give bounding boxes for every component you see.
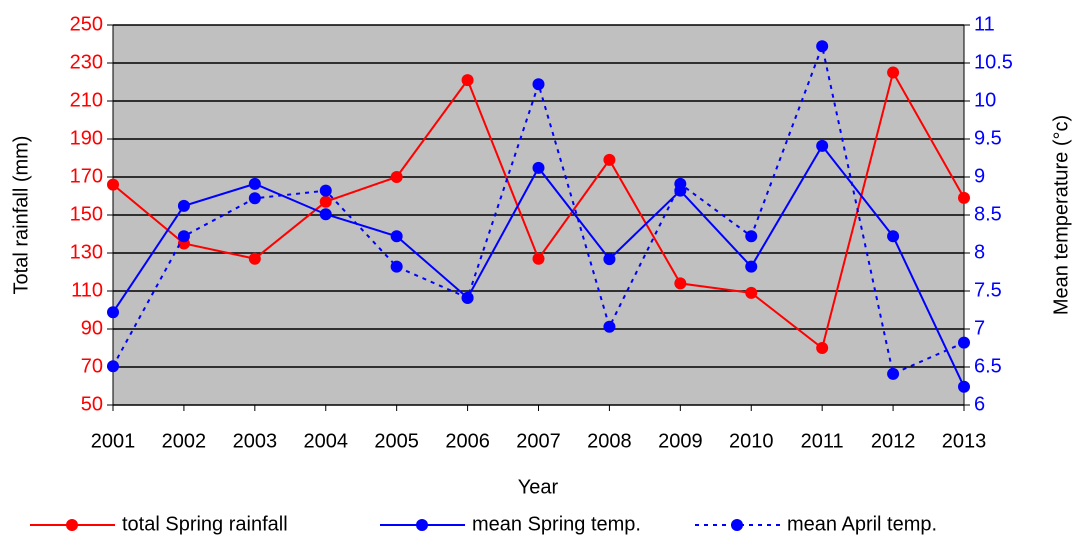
data-point: [461, 291, 474, 304]
data-point: [816, 342, 829, 354]
x-tick-label: 2005: [374, 430, 419, 452]
x-tick-label: 2010: [729, 430, 774, 452]
x-tick-label: 2011: [801, 430, 844, 452]
data-point: [319, 195, 332, 208]
data-point: [674, 177, 687, 190]
x-tick-label: 2004: [304, 430, 349, 452]
y2-tick-label: 10: [974, 89, 996, 111]
data-point: [958, 336, 970, 349]
data-point: [319, 184, 332, 197]
y2-axis-label: Mean temperature (°c): [1050, 115, 1072, 315]
x-tick-label: 2002: [162, 430, 207, 452]
y2-tick-label: 6.5: [974, 355, 1002, 377]
y2-tick-label: 8.5: [974, 203, 1002, 225]
x-axis-label: Year: [518, 476, 559, 498]
data-point: [107, 306, 119, 319]
data-point: [674, 277, 687, 290]
data-point: [816, 40, 829, 53]
data-point: [745, 230, 758, 243]
y-tick-label: 210: [70, 89, 103, 111]
x-tick-label: 2007: [516, 430, 561, 452]
data-point: [745, 260, 758, 273]
data-point: [603, 153, 616, 166]
data-point: [532, 252, 545, 265]
y2-tick-label: 11: [974, 13, 995, 35]
data-point: [958, 380, 970, 393]
data-point: [958, 191, 970, 204]
data-point: [390, 260, 403, 273]
data-point: [887, 367, 900, 380]
x-tick-label: 2012: [871, 430, 916, 452]
y2-tick-label: 8: [974, 241, 985, 263]
data-point: [319, 208, 332, 221]
data-point: [816, 139, 829, 152]
data-point: [248, 177, 261, 190]
y-tick-label: 90: [81, 317, 103, 339]
y2-tick-label: 7: [974, 317, 985, 339]
x-tick-label: 2013: [942, 430, 987, 452]
data-point: [177, 230, 190, 243]
data-point: [603, 253, 616, 266]
y-tick-label: 110: [71, 279, 103, 301]
y-tick-label: 230: [70, 51, 103, 73]
data-point: [248, 252, 261, 265]
y-tick-label: 250: [70, 13, 103, 35]
data-point: [887, 230, 900, 243]
y-tick-label: 130: [70, 241, 103, 263]
x-tick-label: 2001: [91, 430, 136, 452]
y2-tick-label: 6: [974, 393, 985, 415]
y-tick-label: 190: [70, 127, 103, 149]
data-point: [248, 192, 261, 205]
y-axis-label: Total rainfall (mm): [10, 136, 32, 295]
data-point: [177, 199, 190, 212]
legend-label: total Spring rainfall: [122, 513, 288, 535]
legend-label: mean Spring temp.: [472, 513, 641, 535]
data-point: [461, 74, 474, 87]
data-point: [390, 230, 403, 243]
data-point: [532, 78, 545, 91]
x-tick-label: 2008: [587, 430, 632, 452]
data-point: [532, 161, 545, 174]
x-tick-label: 2009: [658, 430, 703, 452]
data-point: [107, 360, 119, 373]
data-point: [745, 286, 758, 299]
y-tick-label: 170: [70, 165, 103, 187]
data-point: [390, 171, 403, 183]
y2-tick-label: 9.5: [974, 127, 1002, 149]
y2-tick-label: 9: [974, 165, 985, 187]
legend-marker: [731, 519, 743, 531]
y2-tick-label: 10.5: [974, 51, 1013, 73]
y-tick-label: 50: [81, 393, 103, 415]
legend-marker: [416, 519, 428, 531]
y-tick-label: 70: [81, 355, 103, 377]
x-tick-label: 2006: [445, 430, 490, 452]
data-point: [603, 320, 616, 333]
x-tick-label: 2003: [233, 430, 278, 452]
legend-marker: [66, 519, 78, 531]
data-point: [107, 178, 119, 191]
y2-tick-label: 7.5: [974, 279, 1002, 301]
legend-label: mean April temp.: [787, 513, 937, 535]
data-point: [887, 66, 900, 79]
y-tick-label: 150: [70, 203, 103, 225]
